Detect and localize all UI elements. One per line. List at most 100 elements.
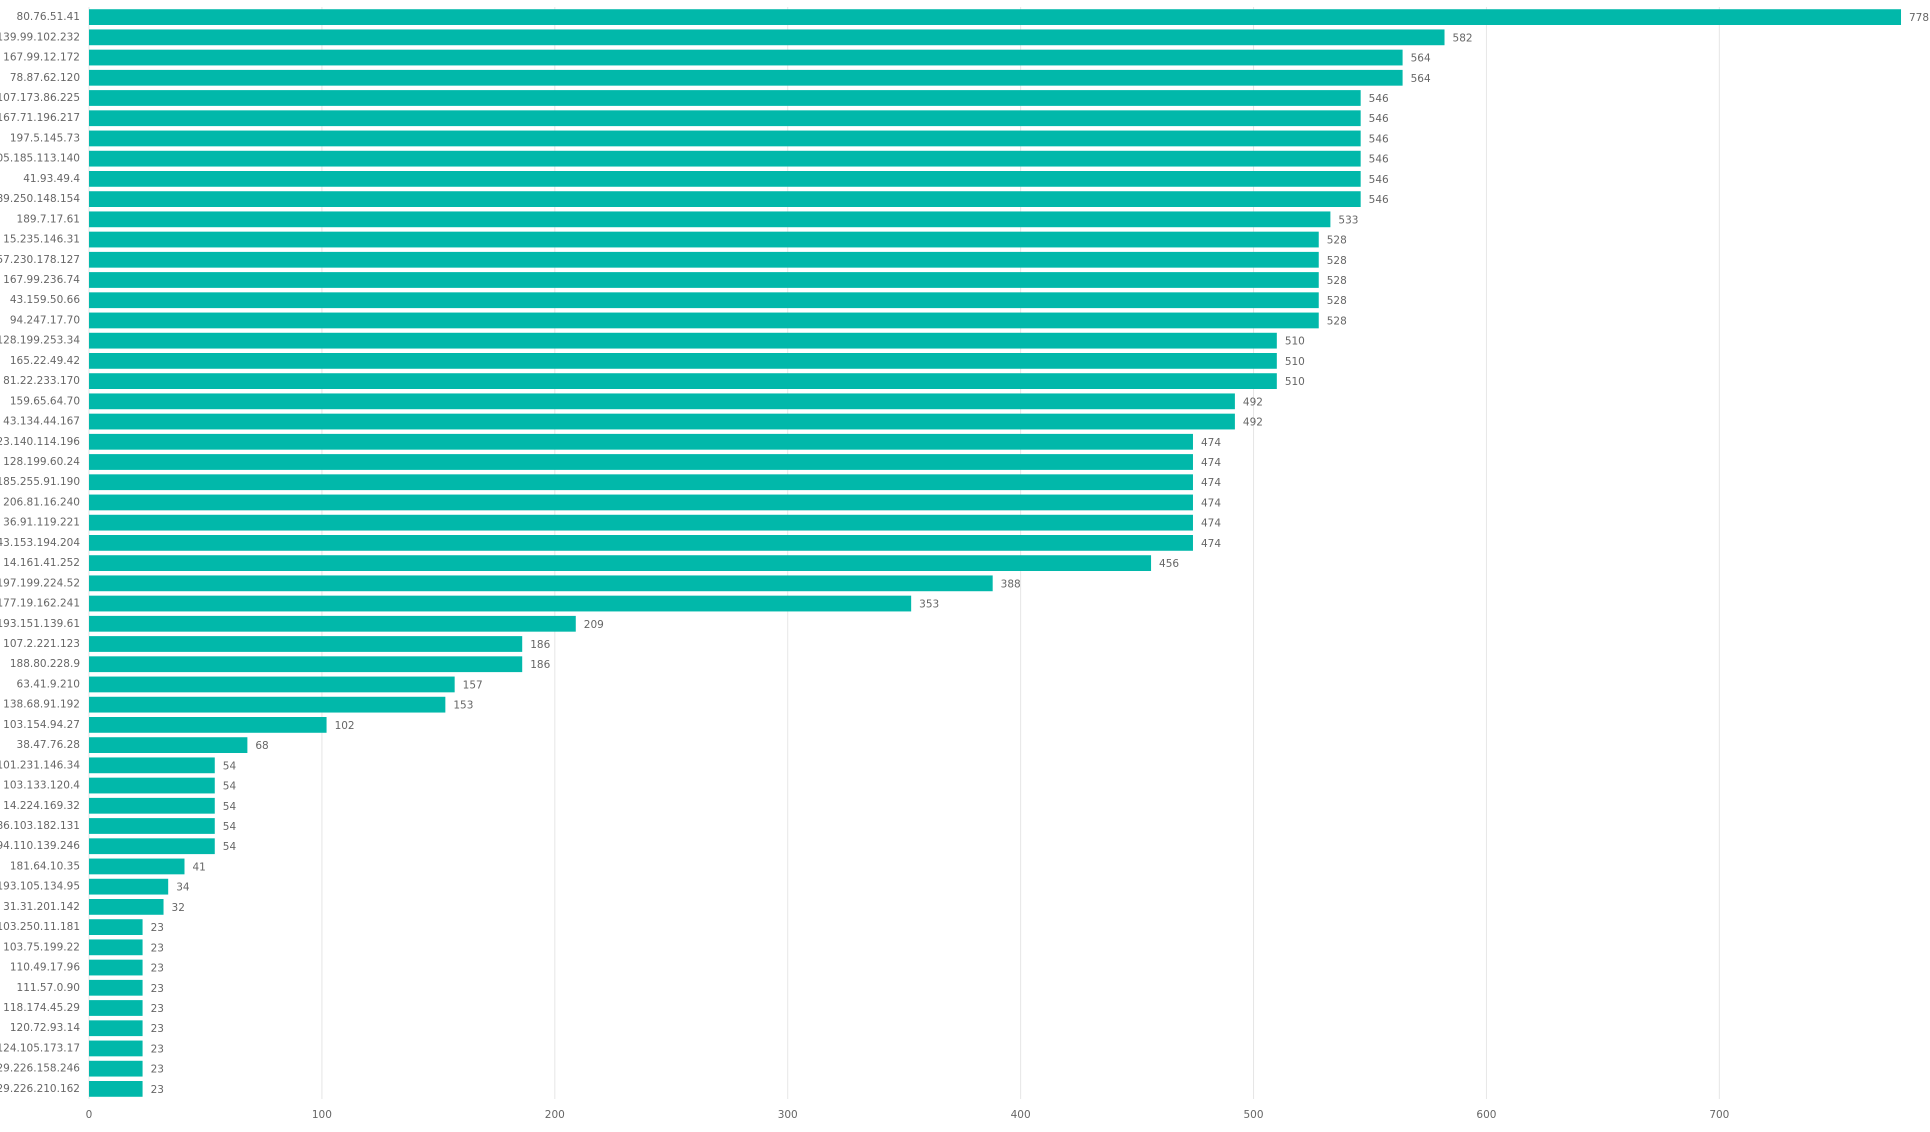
bar [89,211,1331,228]
bar [89,959,143,976]
data-label: 353 [919,599,939,611]
data-label: 546 [1369,93,1389,105]
y-tick-label: 206.81.16.240 [3,496,80,508]
y-tick-label: 167.71.196.217 [0,112,80,124]
data-label: 456 [1159,558,1179,570]
data-label: 54 [223,760,237,772]
data-label: 209 [584,619,604,631]
y-tick-label: 139.99.102.232 [0,31,80,43]
bar [89,1020,143,1037]
data-label: 528 [1327,255,1347,267]
y-tick-label: 31.31.201.142 [3,901,80,913]
data-label: 778 [1909,12,1929,24]
y-tick-label: 124.105.173.17 [0,1042,80,1054]
y-tick-label: 185.255.91.190 [0,476,80,488]
bar [89,332,1277,349]
data-label: 546 [1369,194,1389,206]
bar [89,595,912,612]
bar [89,737,248,753]
data-label: 54 [223,821,237,833]
x-tick-label: 0 [86,1109,93,1121]
data-label: 510 [1285,356,1305,368]
bar [89,555,1152,571]
data-label: 68 [255,740,268,752]
data-label: 533 [1338,214,1358,226]
data-label: 582 [1453,32,1473,44]
y-tick-label: 103.75.199.22 [3,941,80,953]
data-label: 54 [223,801,237,813]
y-tick-label: 38.47.76.28 [17,739,80,751]
data-label: 474 [1201,518,1221,530]
bar [89,676,455,693]
data-label: 23 [151,983,164,995]
data-label: 528 [1327,295,1347,307]
y-tick-label: 193.151.139.61 [0,618,80,630]
data-label: 186 [530,639,550,651]
y-tick-label: 41.93.49.4 [23,173,80,185]
bar [89,292,1319,309]
x-tick-label: 600 [1476,1109,1496,1121]
bar [89,1040,143,1057]
data-label: 157 [463,679,483,691]
x-tick-label: 100 [312,1109,332,1121]
data-label: 23 [151,922,164,934]
data-label: 546 [1369,154,1389,166]
data-label: 32 [172,902,185,914]
bar [89,9,1902,25]
bar [89,939,143,956]
x-tick-label: 700 [1709,1109,1729,1121]
x-tick-label: 300 [778,1109,798,1121]
data-label: 492 [1243,417,1263,429]
bar [89,1060,143,1077]
data-label: 23 [151,1064,164,1076]
x-tick-label: 400 [1011,1109,1031,1121]
x-tick-label: 200 [545,1109,565,1121]
y-tick-label: 138.68.91.192 [3,699,80,711]
bar [89,797,215,814]
bar [89,90,1361,106]
data-label: 546 [1369,174,1389,186]
data-label: 528 [1327,235,1347,247]
bar [89,171,1361,187]
bar [89,494,1193,511]
bar [89,919,143,935]
bar [89,49,1403,66]
y-tick-label: 188.80.228.9 [10,658,80,670]
data-label: 23 [151,942,164,954]
y-tick-label: 89.250.148.154 [0,193,80,205]
data-label: 546 [1369,113,1389,125]
data-label: 153 [453,700,473,712]
bar [89,575,993,592]
y-tick-label: 193.105.134.95 [0,881,80,893]
data-label: 23 [151,1023,164,1035]
data-label: 474 [1201,477,1221,489]
bar [89,272,1319,288]
y-tick-label: 186.103.182.131 [0,820,80,832]
data-label: 474 [1201,457,1221,469]
bar [89,373,1277,389]
bar [89,838,215,855]
bar [89,191,1361,207]
data-label: 23 [151,1084,164,1096]
y-tick-label: 107.2.221.123 [3,638,80,650]
y-tick-label: 167.99.236.74 [3,274,80,286]
bar [89,615,576,632]
y-tick-label: 197.5.145.73 [10,132,80,144]
y-tick-label: 43.134.44.167 [3,416,80,428]
bar [89,514,1193,531]
bar [89,150,1361,167]
y-tick-label: 205.185.113.140 [0,153,80,165]
data-label: 528 [1327,275,1347,287]
data-label: 41 [192,861,205,873]
data-label: 474 [1201,497,1221,509]
y-tick-label: 167.99.12.172 [3,52,80,64]
bar [89,474,1193,491]
bar [89,393,1235,410]
bar [89,878,169,895]
data-label: 492 [1243,396,1263,408]
y-tick-label: 128.199.253.34 [0,335,80,347]
y-tick-label: 120.72.93.14 [10,1022,80,1034]
y-tick-label: 123.140.114.196 [0,436,80,448]
data-label: 23 [151,1043,164,1055]
